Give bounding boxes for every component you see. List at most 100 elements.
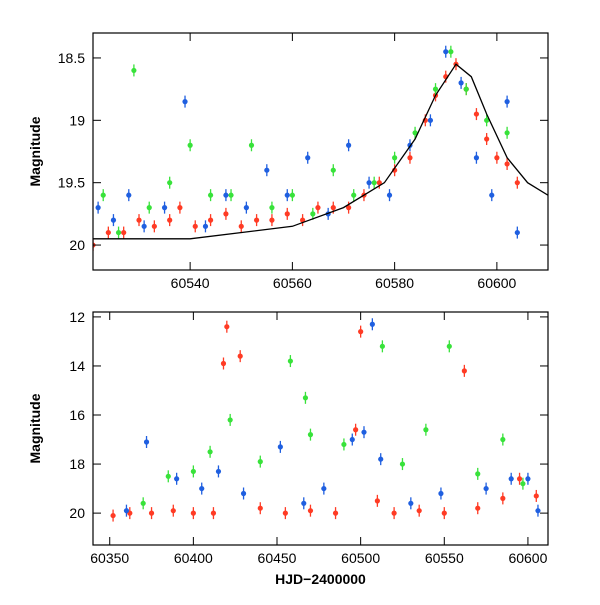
- point-marker: [332, 510, 339, 516]
- data-point-green: [228, 189, 234, 202]
- data-point-green: [446, 340, 452, 353]
- point-marker: [443, 49, 449, 55]
- data-point-green: [463, 83, 469, 96]
- data-point-green: [207, 189, 214, 202]
- data-points: [110, 318, 541, 522]
- x-tick-label: 60500: [341, 550, 380, 566]
- data-point-blue: [473, 151, 480, 164]
- point-marker: [223, 192, 229, 198]
- point-marker: [408, 500, 414, 506]
- point-marker: [238, 223, 244, 229]
- point-marker: [484, 117, 490, 123]
- point-marker: [282, 510, 288, 516]
- data-point-green: [269, 201, 275, 214]
- y-tick-label: 12: [69, 309, 85, 325]
- point-marker: [366, 180, 372, 186]
- y-tick-label: 16: [69, 407, 85, 423]
- point-marker: [358, 329, 364, 335]
- data-point-red: [332, 507, 339, 520]
- data-point-green: [448, 45, 454, 58]
- point-marker: [374, 498, 380, 504]
- point-marker: [346, 205, 352, 211]
- point-marker: [349, 436, 355, 443]
- point-marker: [202, 223, 209, 229]
- data-point-red: [136, 214, 142, 227]
- point-marker: [484, 136, 490, 142]
- point-marker: [330, 205, 336, 211]
- point-marker: [264, 167, 270, 173]
- data-point-blue: [126, 189, 132, 202]
- point-marker: [253, 217, 260, 223]
- data-point-green: [257, 455, 263, 468]
- data-point-red: [416, 504, 422, 517]
- data-point-red: [257, 502, 263, 515]
- point-marker: [165, 473, 171, 479]
- x-tick-label: 60560: [273, 275, 312, 291]
- data-point-red: [391, 507, 397, 520]
- y-tick-label: 20: [69, 237, 85, 253]
- point-marker: [182, 99, 188, 105]
- point-marker: [121, 229, 127, 236]
- data-point-blue: [386, 189, 393, 202]
- data-point-red: [284, 207, 290, 220]
- data-point-green: [207, 445, 213, 458]
- data-point-red: [269, 214, 275, 227]
- point-marker: [392, 155, 398, 161]
- point-marker: [228, 192, 234, 198]
- data-point-red: [358, 325, 364, 338]
- point-marker: [399, 461, 406, 467]
- data-point-green: [227, 413, 233, 426]
- data-points: [93, 45, 520, 252]
- point-marker: [533, 493, 539, 499]
- point-marker: [351, 192, 357, 198]
- point-marker: [170, 508, 176, 514]
- data-point-red: [148, 507, 155, 520]
- data-point-red: [307, 504, 314, 517]
- data-point-red: [210, 507, 217, 520]
- data-point-red: [167, 214, 173, 227]
- data-point-green: [475, 467, 481, 480]
- point-marker: [100, 192, 106, 198]
- data-point-red: [504, 157, 510, 170]
- data-point-blue: [110, 214, 117, 227]
- point-marker: [110, 512, 116, 519]
- data-point-blue: [305, 151, 311, 164]
- model-curve: [93, 63, 548, 240]
- point-marker: [307, 508, 314, 514]
- point-marker: [215, 468, 222, 475]
- x-tick-label: 60550: [425, 550, 464, 566]
- data-point-red: [461, 364, 467, 377]
- data-point-blue: [243, 201, 249, 214]
- data-point-green: [399, 458, 406, 471]
- point-marker: [257, 505, 263, 511]
- point-marker: [371, 180, 377, 186]
- point-marker: [514, 180, 520, 186]
- point-marker: [151, 223, 157, 229]
- point-marker: [237, 353, 243, 359]
- point-marker: [432, 86, 439, 92]
- point-marker: [463, 86, 469, 92]
- point-marker: [146, 205, 152, 211]
- plot-frame: [92, 311, 549, 546]
- data-point-blue: [143, 435, 150, 448]
- point-marker: [494, 155, 500, 161]
- data-point-red: [282, 507, 288, 520]
- point-marker: [504, 99, 510, 105]
- x-axis-label: HJD−2400000: [275, 571, 366, 587]
- data-point-red: [220, 357, 227, 370]
- data-point-red: [151, 220, 157, 233]
- data-point-green: [131, 64, 137, 77]
- data-point-red: [494, 151, 500, 164]
- data-point-green: [504, 126, 510, 139]
- data-point-green: [140, 497, 146, 510]
- point-marker: [438, 490, 444, 497]
- y-axis-label: Magnitude: [27, 116, 43, 186]
- data-point-green: [310, 207, 316, 220]
- data-point-blue: [378, 453, 384, 466]
- data-point-red: [500, 492, 506, 505]
- data-point-blue: [95, 201, 101, 214]
- point-marker: [177, 205, 183, 211]
- data-point-blue: [301, 497, 307, 510]
- data-point-green: [307, 428, 314, 441]
